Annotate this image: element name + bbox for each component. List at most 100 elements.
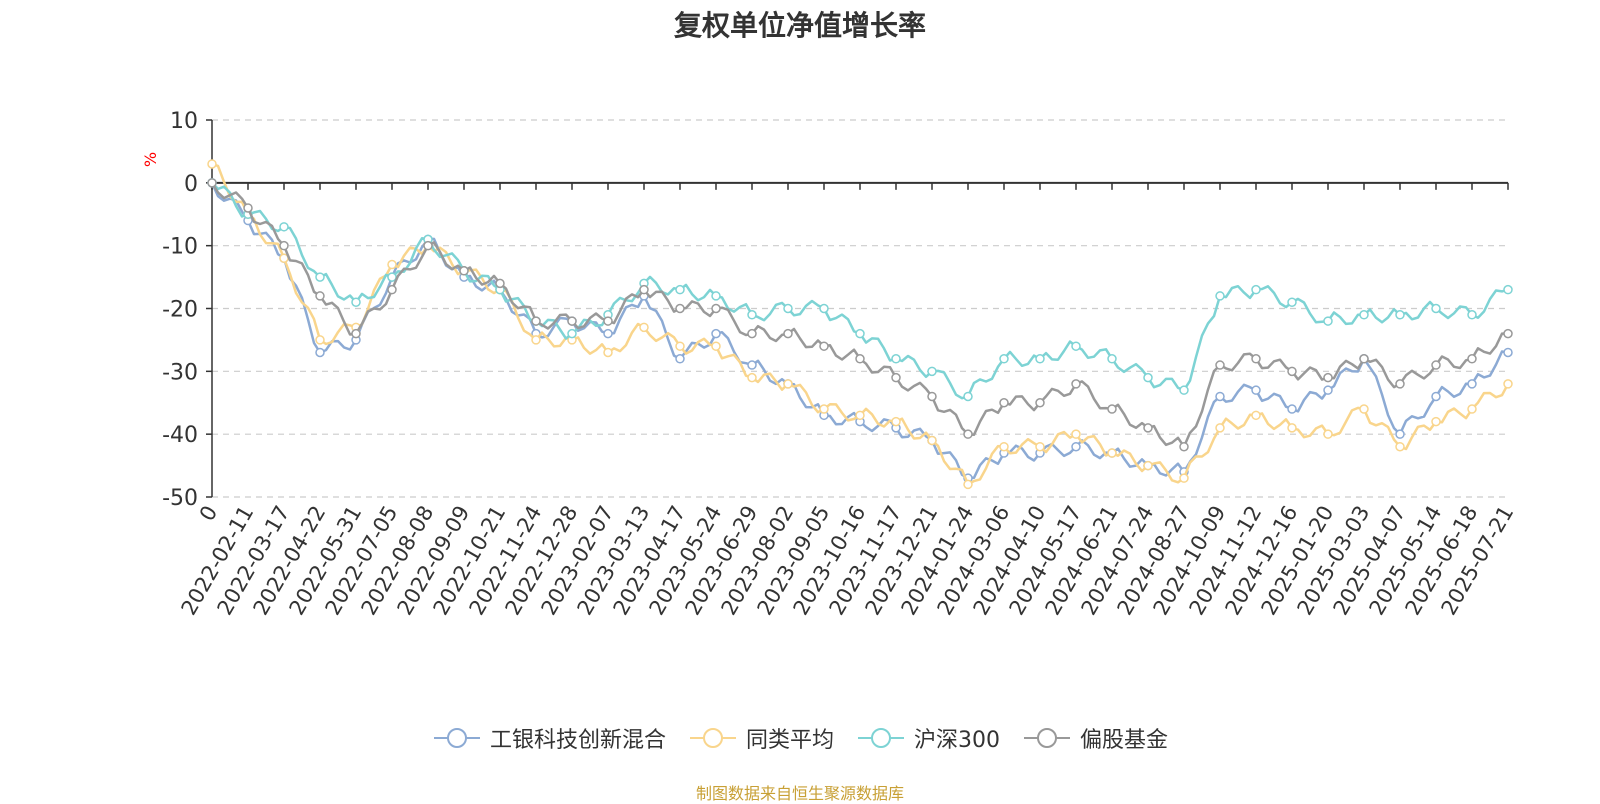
data-point — [1323, 385, 1333, 395]
data-point — [1143, 460, 1153, 471]
data-point — [387, 284, 397, 295]
data-source-note: 制图数据来自恒生聚源数据库 — [695, 784, 904, 803]
data-point — [747, 360, 757, 370]
data-point — [531, 316, 541, 326]
data-point — [927, 435, 937, 446]
data-point — [891, 372, 901, 383]
data-point — [1215, 360, 1225, 370]
data-point — [1107, 354, 1117, 364]
data-point — [1395, 441, 1405, 452]
data-point — [891, 416, 901, 427]
legend-item-csi300[interactable]: 沪深300 — [856, 722, 1000, 754]
legend-label: 沪深300 — [914, 728, 1000, 753]
data-point — [1431, 303, 1441, 314]
data-point — [387, 272, 397, 282]
legend-item-equity-fund[interactable]: 偏股基金 — [1022, 722, 1168, 754]
data-point — [351, 297, 361, 307]
data-point — [639, 284, 649, 295]
series-line — [210, 182, 1508, 448]
data-point — [1251, 385, 1261, 395]
data-point — [1215, 423, 1225, 433]
series-line — [211, 181, 1509, 400]
data-point — [711, 328, 721, 339]
data-point — [1251, 410, 1261, 421]
data-point — [963, 391, 973, 402]
y-tick-label: 0 — [184, 172, 198, 197]
data-point — [1143, 372, 1153, 383]
data-point — [315, 272, 325, 282]
data-point — [855, 410, 865, 421]
data-point — [1143, 423, 1153, 433]
data-point — [1467, 404, 1477, 414]
data-point — [819, 341, 829, 351]
grid-lines — [212, 119, 1508, 498]
data-point — [747, 310, 757, 320]
data-point — [1503, 328, 1513, 339]
y-tick-label: 10 — [170, 109, 198, 134]
data-point — [675, 303, 685, 314]
data-point — [819, 303, 829, 314]
data-point — [315, 347, 325, 358]
legend-label: 偏股基金 — [1080, 728, 1169, 753]
data-point — [1503, 347, 1513, 358]
data-point — [567, 328, 577, 339]
data-point — [1179, 385, 1189, 395]
data-point — [711, 303, 721, 314]
data-point — [999, 441, 1009, 452]
data-point — [387, 259, 397, 270]
data-point — [315, 291, 325, 301]
data-point — [1179, 441, 1189, 452]
y-tick-label: -50 — [162, 486, 198, 511]
data-point — [603, 347, 613, 358]
data-point — [1179, 473, 1189, 483]
data-point — [1251, 284, 1261, 295]
data-point — [711, 341, 721, 351]
data-point — [783, 328, 793, 339]
data-point — [243, 203, 253, 213]
data-point — [531, 335, 541, 345]
series-line — [211, 162, 1510, 486]
data-point — [819, 404, 829, 414]
legend-item-peer-average[interactable]: 同类平均 — [688, 722, 834, 754]
data-point — [675, 354, 685, 364]
data-point — [1251, 354, 1261, 364]
data-point — [783, 379, 793, 389]
y-tick-label: -10 — [162, 235, 198, 260]
data-point — [1467, 354, 1477, 364]
data-point — [1359, 354, 1369, 364]
data-point — [1395, 429, 1405, 439]
data-point — [855, 328, 865, 339]
data-point — [783, 303, 793, 314]
data-point — [1323, 316, 1333, 326]
data-point — [603, 316, 613, 326]
data-point — [1107, 404, 1117, 414]
data-point — [1287, 366, 1297, 377]
data-point — [279, 240, 289, 251]
data-point — [1071, 341, 1081, 351]
data-point — [855, 354, 865, 364]
series-lines — [207, 159, 1513, 490]
legend: 工银科技创新混合 同类平均 沪深300 偏股基金 — [0, 722, 1600, 754]
y-tick-label: -40 — [162, 423, 198, 448]
legend-line-circle-icon — [1024, 728, 1070, 748]
data-point — [423, 240, 433, 251]
data-point — [747, 328, 757, 339]
data-point — [1215, 291, 1225, 301]
data-point — [1503, 379, 1513, 389]
data-point — [1323, 372, 1333, 383]
data-point — [999, 354, 1009, 364]
data-point — [1467, 379, 1477, 389]
chart-title: 复权单位净值增长率 — [673, 9, 926, 42]
data-point — [1359, 310, 1369, 320]
data-point — [927, 391, 937, 402]
axes: 100-10-20-30-40-5002022-02-112022-03-172… — [162, 109, 1518, 619]
data-point — [675, 341, 685, 351]
legend-line-circle-icon — [689, 728, 736, 748]
data-point — [567, 316, 577, 326]
data-point — [639, 322, 649, 333]
data-point — [963, 479, 973, 490]
data-point — [315, 335, 325, 345]
legend-item-fund[interactable]: 工银科技创新混合 — [432, 722, 666, 754]
data-point — [1395, 379, 1405, 389]
data-point — [1035, 441, 1045, 452]
